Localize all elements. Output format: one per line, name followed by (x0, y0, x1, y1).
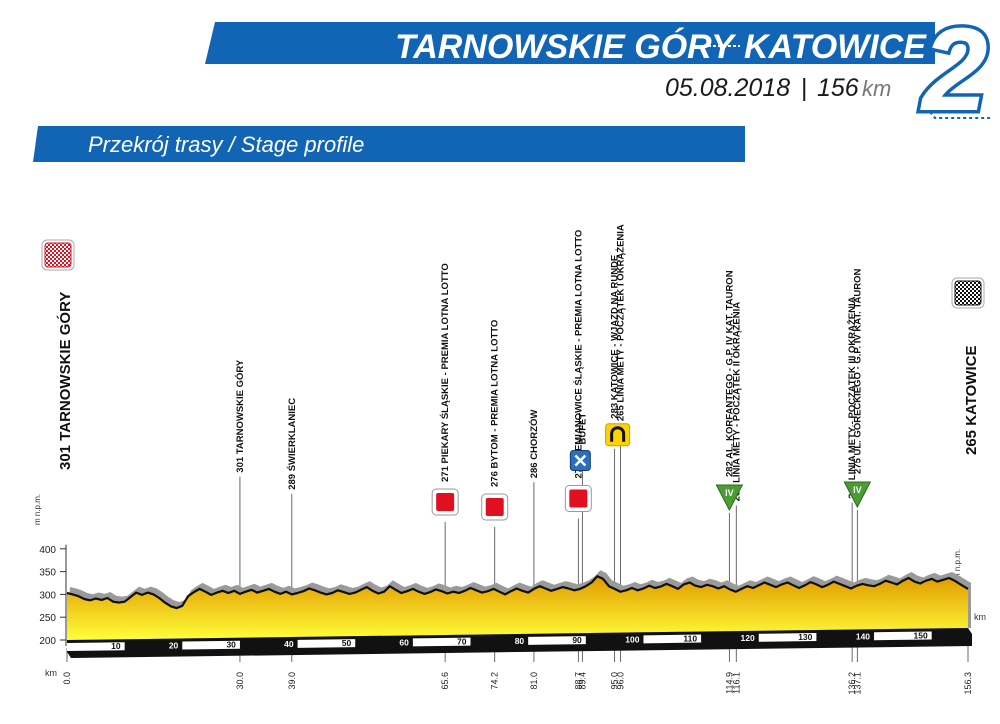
y-tick-label: 300 (39, 590, 56, 601)
point-label: 301 TARNOWSKIE GÓRY (234, 359, 246, 473)
y-axis-label: m n.p.m. (33, 494, 42, 525)
y-tick-label: 200 (39, 636, 56, 647)
y-tick-label: 350 (39, 568, 56, 579)
stage-distance: 156 (817, 74, 859, 102)
distance-band-segment (643, 634, 702, 644)
finish-km-label: 156.3 (963, 672, 973, 695)
y-axis: 200 250 300 350 400 m n.p.m. m n.p.m. km km (33, 494, 986, 678)
point-label: 265 LINIA METY - POCZĄTEK III OKRĄŻENIA (847, 296, 858, 498)
point-km-label: 30.0 (235, 672, 245, 690)
distance-tick-label: 110 (683, 634, 697, 644)
distance-tick-label: 140 (856, 631, 870, 641)
point-leader-lines (66, 425, 969, 662)
distance-tick-label: 30 (226, 640, 236, 650)
point-label: 265 LINIA METY - POCZĄTEK I OKRĄŻENIA (615, 224, 626, 421)
distance-tick-label: 50 (342, 638, 352, 648)
distance-tick-label: 70 (457, 637, 467, 647)
stage-number-dotted-trail (929, 111, 990, 119)
distance-tick-label: 120 (741, 633, 755, 643)
x-axis-label: km (45, 668, 57, 678)
distance-tick-label: 40 (284, 639, 294, 649)
point-label: 271 PIEKARY ŚLĄSKIE - PREMIA LOTNA LOTTO (439, 263, 451, 482)
title-end: KATOWICE (744, 28, 927, 66)
y-tick-label: 400 (39, 545, 56, 556)
distance-band-segment (528, 636, 586, 645)
distance-tick-label: 150 (913, 630, 927, 640)
start-label: 301 TARNOWSKIE GÓRY (56, 292, 74, 470)
point-km-label: 88.7 (573, 672, 583, 690)
kom-icon (715, 484, 744, 512)
point-km-label: 96.0 (615, 672, 625, 690)
distance-tick-label: 10 (111, 641, 121, 651)
distance-band-segment (297, 639, 356, 648)
sprint-icon-square (436, 493, 455, 511)
sprint-icon-square (569, 489, 588, 508)
distance-band-segment (67, 642, 125, 651)
point-label: 283 KATOWICE - WJAZD NA RUNDĘ (610, 255, 621, 419)
profile-area (67, 576, 968, 640)
point-label: 286 CHORZÓW (528, 410, 540, 479)
point-km-label: 136.2 (847, 672, 857, 695)
header: TARNOWSKIE GÓRY KATOWICE 05.08.2018 | 15… (33, 1, 991, 162)
distance-band: 10 20 30 40 50 60 70 80 90 100 110 120 130 140 150 (67, 628, 972, 658)
distance-tick-label: 80 (515, 636, 525, 646)
point-km-label: 116.1 (731, 672, 741, 694)
point-label: 276 BYTOM - PREMIA LOTNA LOTTO (490, 320, 501, 487)
y-tick-label: 250 (39, 613, 56, 624)
point-label: 274 SIEMIANOWICE ŚLĄSKIE - PREMIA LOTNA … (572, 230, 584, 479)
start-flag-icon (44, 242, 72, 268)
distance-tick-label: 130 (798, 632, 812, 642)
elevation-profile (66, 570, 971, 640)
feed-zone-cross-icon (574, 454, 587, 467)
point-label: 282 AL. KORFANTEGO - G.P. IV KAT. TAURON (724, 270, 735, 477)
distance-unit: km (862, 76, 891, 101)
point-label: BUFET (577, 413, 588, 445)
finish-label: 265 KATOWICE (963, 346, 980, 455)
start-km-label: 0.0 (62, 672, 72, 685)
point-km-label: 74.2 (490, 672, 500, 690)
title-banner (205, 22, 935, 64)
point-label: 265 LINIA METY - POCZĄTEK II OKRĄŻENIA (731, 302, 742, 502)
stage-number: 2 (920, 4, 988, 136)
point-km-label: 81.0 (529, 672, 539, 690)
point-km-label: 137.1 (852, 672, 862, 695)
point-km-label: 95.0 (610, 672, 620, 690)
finish-flag-icon (954, 280, 982, 306)
stage-date: 05.08.2018 (665, 74, 790, 102)
lap-horseshoe-icon (610, 426, 626, 442)
y-axis-label-right: m n.p.m. (953, 549, 962, 580)
distance-tick-label: 90 (572, 635, 582, 645)
point-icons: IV IV (41, 239, 985, 521)
distance-band-segment (182, 640, 240, 650)
sprint-icon-square (485, 498, 504, 516)
point-label: 289 ŚWIERKLANIEC (286, 398, 298, 490)
distance-tick-label: 100 (625, 634, 639, 644)
distance-tick-label: 20 (169, 640, 179, 650)
point-label: 275 UL. GÓRECKIEGO - G.P. IV KAT. TAURON (851, 269, 863, 474)
distance-band-segment (874, 631, 932, 641)
title-start: TARNOWSKIE GÓRY (395, 28, 737, 66)
kom-icon (843, 481, 872, 509)
subtitle-banner (33, 126, 745, 162)
kom-category-label: IV (725, 488, 734, 498)
point-labels: 301 TARNOWSKIE GÓRY 30.0 289 ŚWIERKLANIEC 3… (56, 224, 980, 694)
point-km-label: 39.0 (287, 672, 297, 690)
distance-tick-label: 60 (399, 637, 409, 647)
distance-band-segment (758, 633, 817, 642)
kom-category-label: IV (853, 485, 862, 495)
point-km-label: 89.4 (577, 672, 587, 690)
profile-line (66, 575, 969, 610)
point-km-label: 65.6 (440, 672, 450, 690)
distance-band-dark (67, 628, 972, 658)
x-axis-label-right: km (974, 612, 986, 622)
header-separator: | (801, 74, 808, 102)
subtitle: Przekrój trasy / Stage profile (88, 132, 364, 157)
distance-band-segment (412, 637, 471, 647)
point-km-label: 114.9 (724, 672, 734, 694)
